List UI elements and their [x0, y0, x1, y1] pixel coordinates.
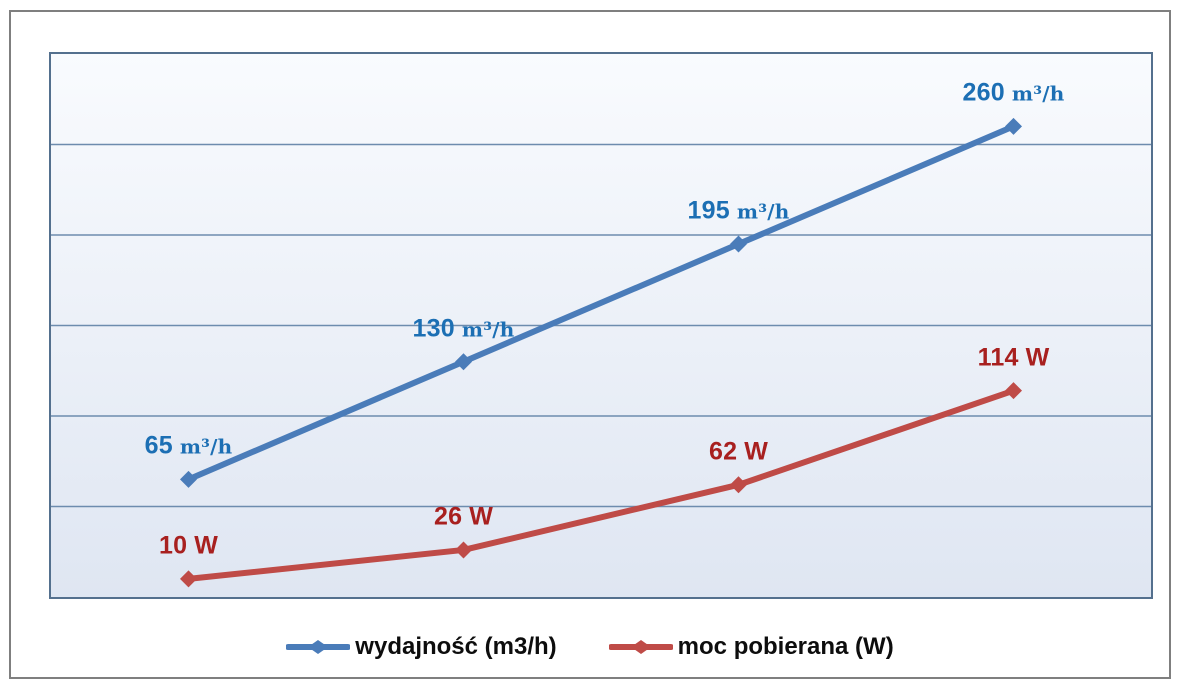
series-line-1 [185, 387, 1017, 582]
legend-label-wydajnosc: wydajność (m3/h) [355, 633, 557, 660]
data-label: 195 m³/h [687, 196, 790, 225]
outer-border: 65 m³/h 130 m³/h 195 m³/h 260 m³/h 10 W 26 W 62 W 114 W… [9, 10, 1171, 679]
legend-line-diamond-icon [608, 640, 673, 654]
data-label: 10 W [158, 531, 219, 560]
data-point-marker [455, 353, 472, 371]
data-label: 65 m³/h [144, 431, 233, 460]
data-labels-layer: 65 m³/h 130 m³/h 195 m³/h 260 m³/h 10 W 26 W 62 W 114 W [51, 54, 1151, 597]
data-point-marker [1005, 382, 1022, 400]
data-label: 130 m³/h [412, 314, 515, 343]
data-label: 260 m³/h [962, 78, 1065, 107]
line-chart [51, 117, 1151, 588]
data-label: 114 W [977, 343, 1050, 372]
plot-area: 65 m³/h 130 m³/h 195 m³/h 260 m³/h 10 W 26 W 62 W 114 W [49, 52, 1153, 599]
legend: wydajność (m3/h) moc pobierana (W) [11, 633, 1169, 661]
data-point-marker [180, 470, 197, 488]
data-label: 62 W [708, 437, 769, 466]
series-line-0 [185, 123, 1017, 483]
data-label: 26 W [433, 502, 494, 531]
legend-item-moc-pobierana: moc pobierana (W) [608, 633, 894, 661]
data-point-marker [455, 541, 472, 559]
data-point-marker [730, 235, 747, 253]
data-point-marker [1005, 117, 1022, 135]
data-point-marker [730, 476, 747, 494]
data-point-marker [180, 570, 197, 588]
legend-item-wydajnosc: wydajność (m3/h) [286, 633, 557, 661]
legend-line-diamond-icon [286, 640, 351, 654]
legend-label-moc-pobierana: moc pobierana (W) [677, 633, 894, 660]
